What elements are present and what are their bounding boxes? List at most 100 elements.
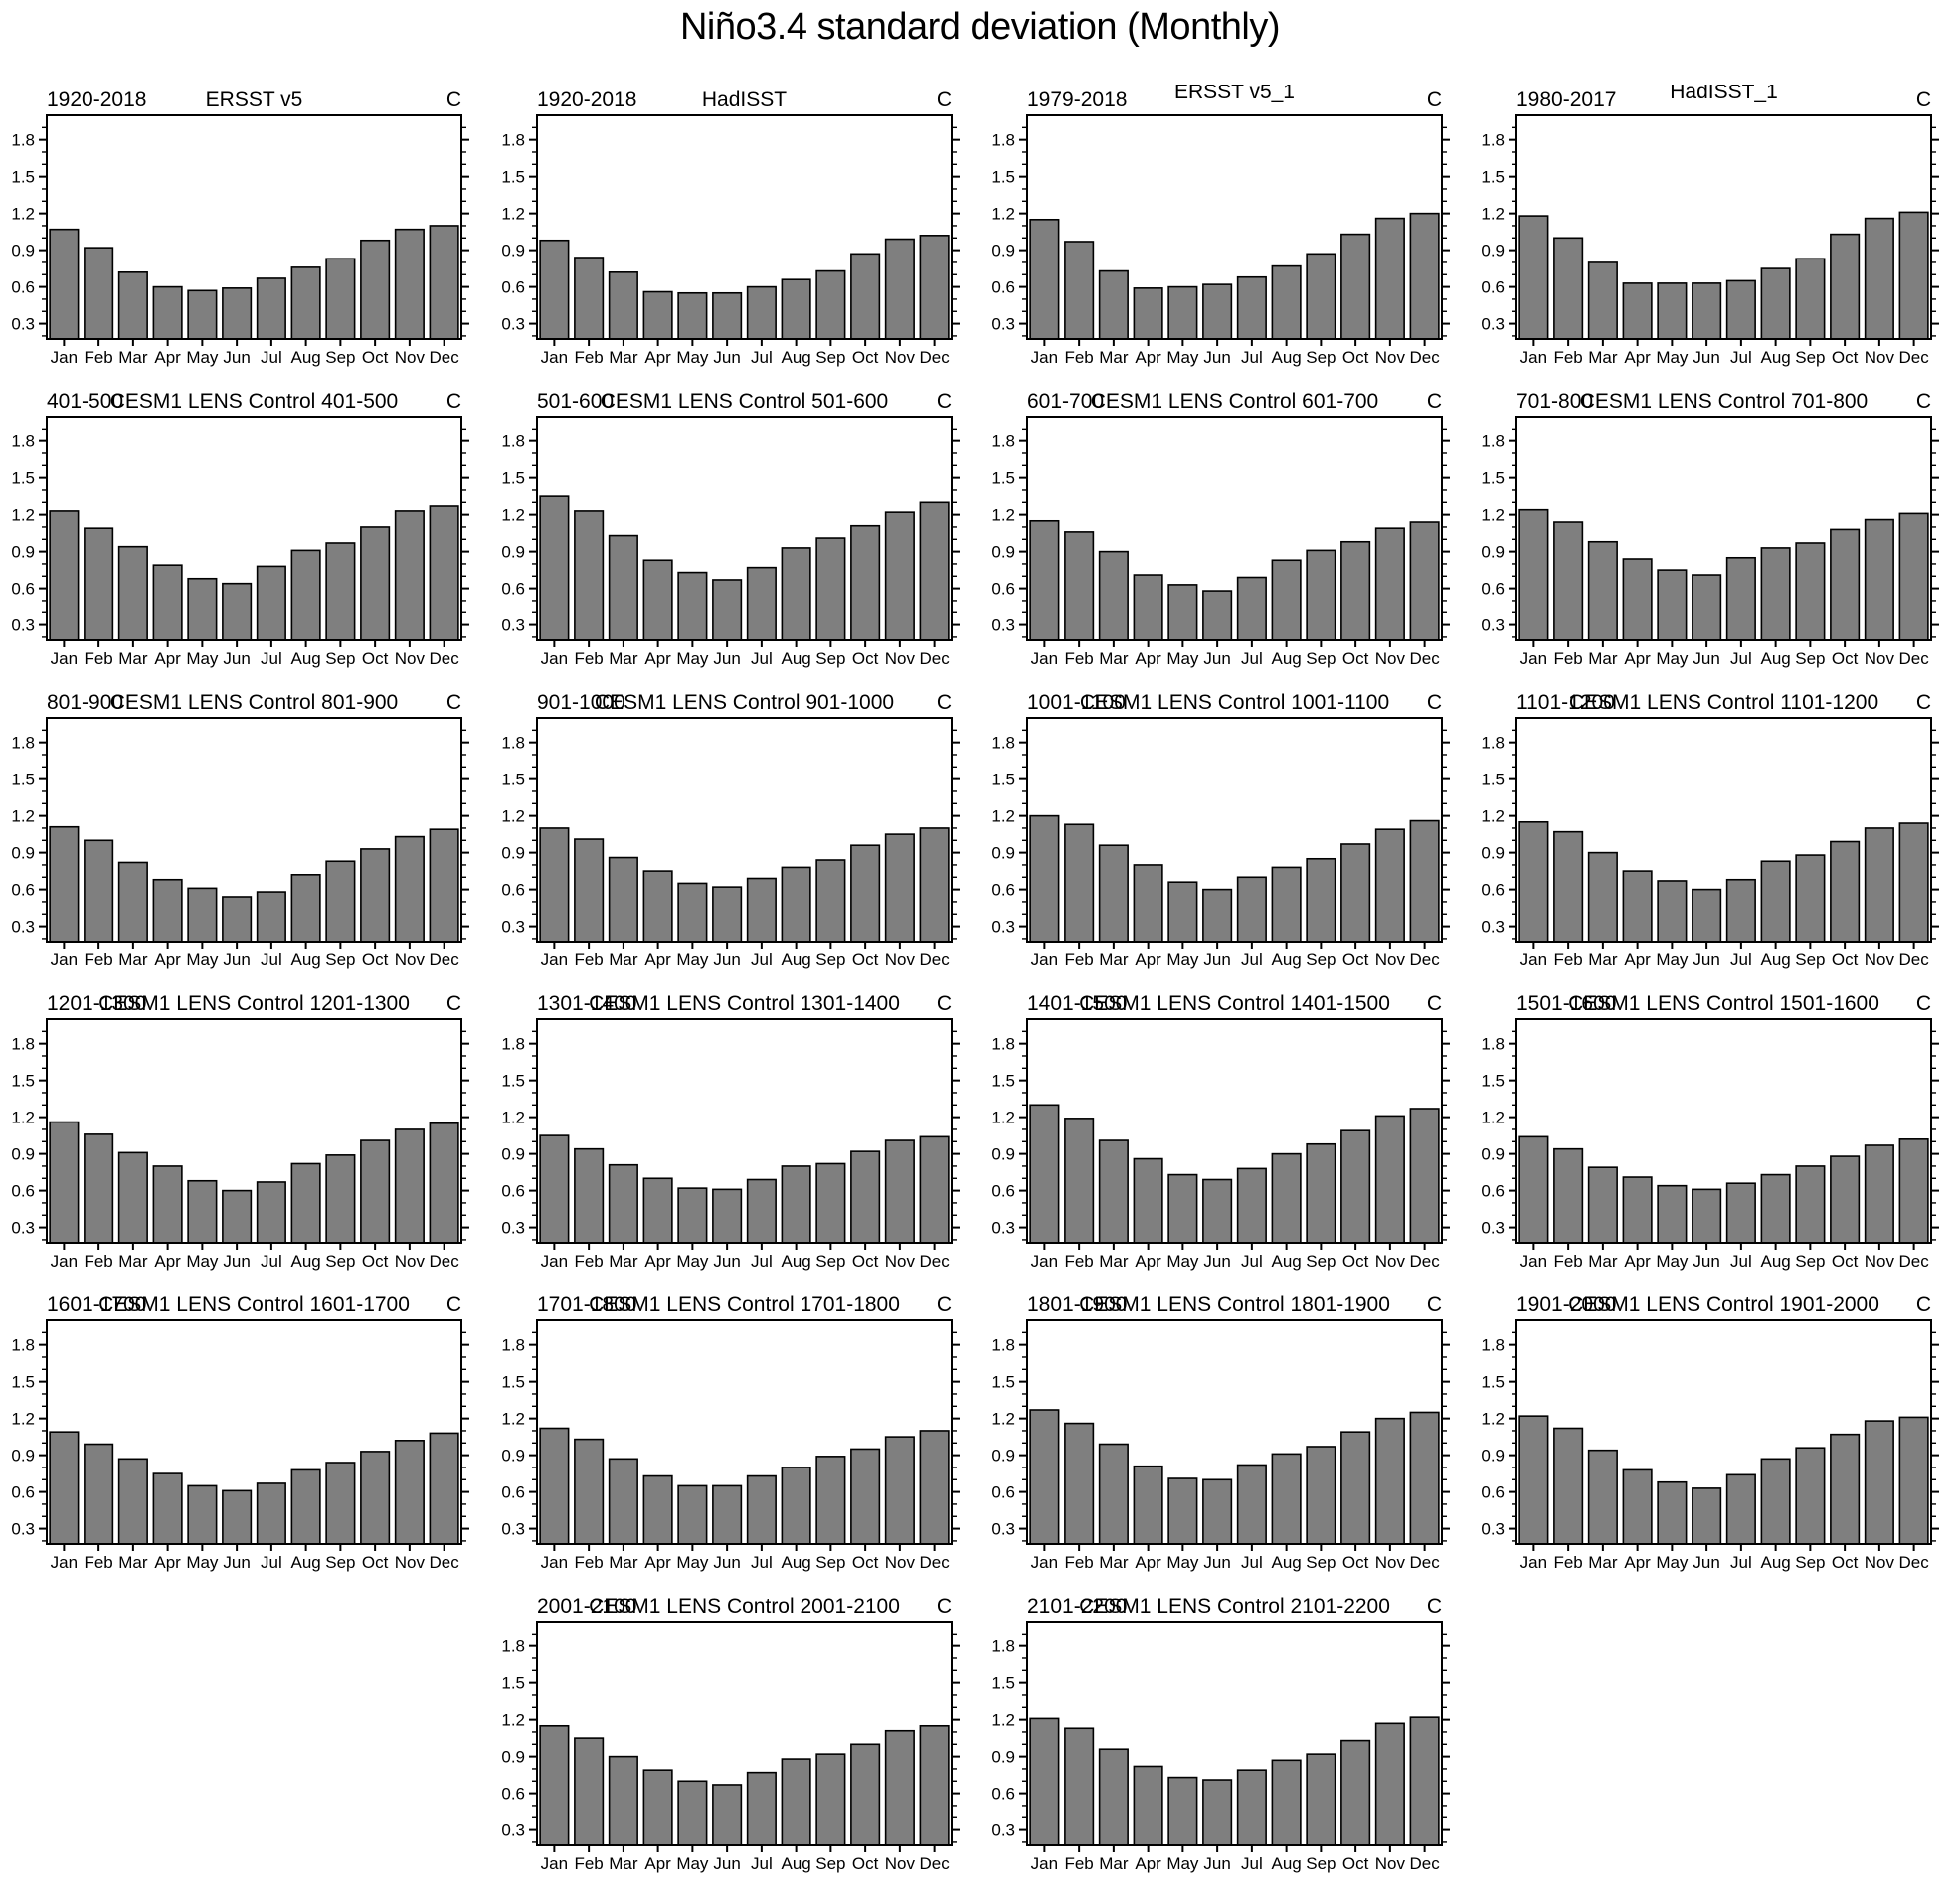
bar-nov — [884, 1729, 915, 1846]
bar-apr — [152, 878, 183, 943]
bar-may — [677, 1780, 708, 1846]
bar-feb — [1063, 241, 1094, 340]
y-tick-label: 1.5 — [11, 1373, 35, 1392]
x-tick-label: Nov — [885, 1854, 916, 1873]
bar-jan — [1518, 1415, 1549, 1545]
x-tick-label: Jul — [1730, 1252, 1752, 1271]
x-tick-label: Apr — [644, 1553, 671, 1572]
bar-jun — [222, 896, 253, 943]
x-tick-label: Aug — [781, 950, 810, 969]
bar-feb — [84, 1443, 114, 1545]
x-tick-label: Dec — [1409, 1553, 1440, 1572]
bar-jun — [711, 579, 742, 641]
x-tick-label: May — [1657, 1252, 1690, 1271]
y-tick-label: 0.3 — [991, 1520, 1015, 1539]
y-tick-label: 0.6 — [11, 580, 35, 599]
subplot-dataset-label: CESM1 LENS Control 1401-1500 — [1079, 992, 1390, 1015]
bar-aug — [1271, 559, 1302, 641]
bar-mar — [1098, 1748, 1129, 1846]
x-tick-label: May — [186, 1553, 219, 1572]
x-tick-label: Sep — [325, 649, 355, 668]
bar-mar — [608, 1163, 638, 1244]
subplot-cell-cesm1-lens-control-701-800: 0.3 0.6 0.9 1.2 1.5 1.8 Jan Feb Mar Apr May Jun Jul A… — [1470, 386, 1960, 687]
y-tick-label: 0.6 — [991, 580, 1015, 599]
bar-aug — [1760, 860, 1791, 943]
y-tick-label: 1.8 — [1482, 734, 1506, 753]
x-tick-label: Jan — [1520, 1553, 1547, 1572]
x-tick-label: May — [1166, 1553, 1199, 1572]
subplot-unit-label: C — [1426, 691, 1441, 714]
y-tick-label: 1.8 — [991, 1336, 1015, 1355]
x-tick-label: Jun — [1203, 348, 1230, 367]
y-tick-label: 1.2 — [1482, 807, 1506, 826]
bar-oct — [1339, 1739, 1370, 1846]
x-tick-label: Dec — [430, 348, 460, 367]
x-tick-label: Jul — [751, 649, 773, 668]
x-tick-label: Jan — [1520, 649, 1547, 668]
plot-frame — [1025, 1018, 1443, 1244]
y-tick-label: 0.9 — [501, 1145, 525, 1164]
bar-sep — [815, 859, 846, 943]
bar-aug — [781, 278, 811, 340]
x-tick-label: Aug — [1761, 1252, 1791, 1271]
y-tick-label: 0.3 — [501, 315, 525, 334]
x-tick-label: Oct — [362, 1553, 389, 1572]
subplot-cesm1-lens-control-601-700: 0.3 0.6 0.9 1.2 1.5 1.8 Jan Feb Mar Apr May Jun Jul A… — [991, 390, 1450, 668]
subplot-ersst-v5-1: 0.3 0.6 0.9 1.2 1.5 1.8 Jan Feb Mar Apr May Jun Jul A… — [991, 81, 1450, 367]
x-tick-label: Aug — [781, 348, 810, 367]
plot-frame — [535, 1621, 953, 1846]
plot-frame — [46, 717, 462, 943]
bar-nov — [884, 1436, 915, 1545]
x-tick-label: Dec — [1899, 348, 1930, 367]
bar-jun — [711, 291, 742, 340]
bar-aug — [781, 866, 811, 943]
x-tick-label: Nov — [1865, 1252, 1895, 1271]
x-tick-label: Nov — [1374, 1854, 1405, 1873]
y-tick-label: 1.2 — [11, 807, 35, 826]
subplot-cell-hadisst-1: 0.3 0.6 0.9 1.2 1.5 1.8 Jan Feb Mar Apr May Jun Jul A… — [1470, 81, 1960, 386]
bar-may — [187, 1179, 218, 1244]
plot-frame — [46, 114, 462, 340]
bar-sep — [325, 1462, 356, 1545]
y-tick-label: 0.9 — [11, 543, 35, 562]
bar-mar — [1098, 550, 1129, 641]
x-tick-label: Jan — [1030, 1553, 1057, 1572]
bar-jan — [1518, 1135, 1549, 1244]
x-tick-label: Oct — [1341, 1553, 1368, 1572]
subplot-unit-label: C — [1426, 992, 1441, 1015]
x-tick-label: May — [1657, 649, 1690, 668]
bar-jul — [1236, 1167, 1267, 1244]
y-tick-label: 0.9 — [1482, 844, 1506, 863]
bar-jan — [49, 228, 80, 340]
y-tick-label: 1.8 — [991, 131, 1015, 150]
subplot-dataset-label: HadISST — [702, 88, 787, 111]
plot-frame — [1515, 717, 1933, 943]
y-tick-label: 1.2 — [991, 1109, 1015, 1127]
x-tick-label: Mar — [1588, 1553, 1618, 1572]
bar-apr — [1133, 574, 1163, 641]
y-tick-label: 0.9 — [11, 242, 35, 260]
x-tick-label: Nov — [1374, 950, 1405, 969]
y-tick-label: 0.6 — [11, 278, 35, 297]
bar-may — [1166, 285, 1197, 340]
y-tick-label: 1.8 — [1482, 1336, 1506, 1355]
y-tick-label: 1.5 — [1482, 1072, 1506, 1091]
subplot-cesm1-lens-control-1501-1600: 0.3 0.6 0.9 1.2 1.5 1.8 Jan Feb Mar Apr May Jun Jul A… — [1482, 992, 1940, 1271]
x-tick-label: Mar — [118, 1252, 148, 1271]
subplot-unit-label: C — [1916, 1294, 1931, 1316]
y-tick-label: 1.8 — [1482, 131, 1506, 150]
subplot-dataset-label: CESM1 LENS Control 1301-1400 — [589, 992, 900, 1015]
bar-nov — [1865, 217, 1895, 340]
bar-jan — [1028, 814, 1059, 943]
bar-dec — [429, 828, 459, 943]
x-tick-label: Dec — [919, 1252, 950, 1271]
x-tick-label: Sep — [815, 348, 845, 367]
y-tick-label: 1.5 — [501, 771, 525, 789]
bar-may — [1166, 881, 1197, 943]
x-tick-label: Oct — [1832, 348, 1859, 367]
subplot-unit-label: C — [1916, 691, 1931, 714]
x-tick-label: Nov — [1374, 1252, 1405, 1271]
x-tick-label: Jul — [1730, 950, 1752, 969]
y-tick-label: 1.8 — [501, 131, 525, 150]
bar-jul — [746, 1771, 777, 1846]
